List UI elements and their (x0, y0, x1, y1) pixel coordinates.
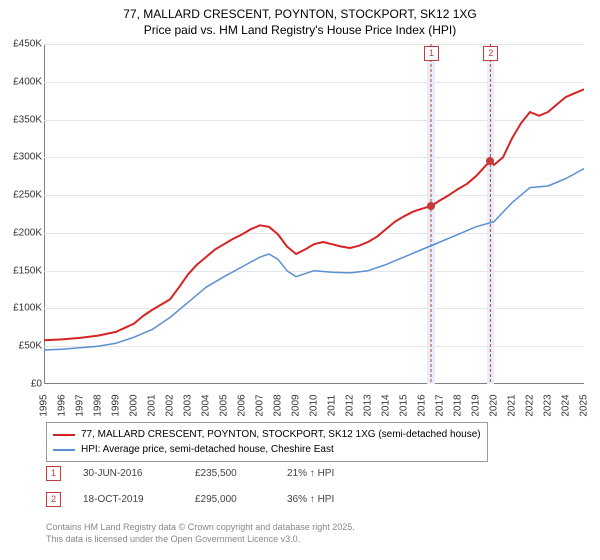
chart-container: 77, MALLARD CRESCENT, POYNTON, STOCKPORT… (0, 0, 600, 560)
marker-box-top: 1 (424, 46, 439, 61)
footer-line-1: Contains HM Land Registry data © Crown c… (46, 522, 355, 534)
dp1-date: 30-JUN-2016 (83, 468, 173, 479)
y-tick-label: £400K (2, 76, 42, 87)
x-tick-label: 2009 (291, 394, 302, 416)
y-tick-label: £50K (2, 341, 42, 352)
x-tick-label: 1997 (75, 394, 86, 416)
x-tick-label: 2014 (381, 394, 392, 416)
title-line-1: 77, MALLARD CRESCENT, POYNTON, STOCKPORT… (0, 6, 600, 22)
x-tick-label: 2006 (237, 394, 248, 416)
legend-swatch (53, 434, 75, 436)
x-tick-label: 2022 (525, 394, 536, 416)
data-point-row-1: 1 30-JUN-2016 £235,500 21% ↑ HPI (46, 466, 334, 481)
x-tick-label: 1999 (111, 394, 122, 416)
footer-note: Contains HM Land Registry data © Crown c… (46, 522, 355, 545)
marker-badge-2: 2 (46, 492, 61, 507)
legend-label: HPI: Average price, semi-detached house,… (81, 442, 334, 457)
x-tick-label: 2017 (435, 394, 446, 416)
x-tick-label: 1995 (39, 394, 50, 416)
title-line-2: Price paid vs. HM Land Registry's House … (0, 22, 600, 38)
x-tick-label: 2013 (363, 394, 374, 416)
x-tick-label: 2025 (579, 394, 590, 416)
x-tick-label: 2015 (399, 394, 410, 416)
x-tick-label: 2018 (453, 394, 464, 416)
x-tick-label: 2003 (183, 394, 194, 416)
x-tick-label: 2016 (417, 394, 428, 416)
x-tick-label: 2001 (147, 394, 158, 416)
x-tick-label: 2023 (543, 394, 554, 416)
x-tick-label: 1996 (57, 394, 68, 416)
x-tick-label: 2005 (219, 394, 230, 416)
chart-lines (44, 44, 584, 384)
y-tick-label: £450K (2, 39, 42, 50)
marker-box-top: 2 (483, 46, 498, 61)
x-tick-label: 2024 (561, 394, 572, 416)
dp1-price: £235,500 (195, 468, 265, 479)
chart-title: 77, MALLARD CRESCENT, POYNTON, STOCKPORT… (0, 0, 600, 38)
legend-label: 77, MALLARD CRESCENT, POYNTON, STOCKPORT… (81, 427, 481, 442)
x-tick-label: 2007 (255, 394, 266, 416)
y-tick-label: £100K (2, 303, 42, 314)
legend-row: 77, MALLARD CRESCENT, POYNTON, STOCKPORT… (53, 427, 481, 442)
plot-area: £0£50K£100K£150K£200K£250K£300K£350K£400… (44, 44, 584, 384)
data-marker-dot (427, 202, 435, 210)
y-tick-label: £150K (2, 265, 42, 276)
x-tick-label: 2020 (489, 394, 500, 416)
legend-swatch (53, 449, 75, 451)
legend: 77, MALLARD CRESCENT, POYNTON, STOCKPORT… (46, 422, 488, 462)
x-tick-label: 2004 (201, 394, 212, 416)
y-tick-label: £0 (2, 379, 42, 390)
footer-line-2: This data is licensed under the Open Gov… (46, 534, 355, 546)
x-tick-label: 1998 (93, 394, 104, 416)
dp2-price: £295,000 (195, 494, 265, 505)
x-tick-label: 2011 (327, 395, 338, 417)
x-tick-label: 2002 (165, 394, 176, 416)
y-tick-label: £250K (2, 190, 42, 201)
dp2-change: 36% ↑ HPI (287, 494, 334, 505)
x-tick-label: 2000 (129, 394, 140, 416)
y-tick-label: £350K (2, 114, 42, 125)
data-marker-dot (486, 157, 494, 165)
y-tick-label: £200K (2, 227, 42, 238)
x-tick-label: 2012 (345, 394, 356, 416)
marker-badge-1: 1 (46, 466, 61, 481)
dp2-date: 18-OCT-2019 (83, 494, 173, 505)
legend-row: HPI: Average price, semi-detached house,… (53, 442, 481, 457)
x-tick-label: 2021 (507, 394, 518, 416)
x-tick-label: 2019 (471, 394, 482, 416)
data-point-row-2: 2 18-OCT-2019 £295,000 36% ↑ HPI (46, 492, 334, 507)
dp1-change: 21% ↑ HPI (287, 468, 334, 479)
x-tick-label: 2008 (273, 394, 284, 416)
y-tick-label: £300K (2, 152, 42, 163)
x-tick-label: 2010 (309, 394, 320, 416)
